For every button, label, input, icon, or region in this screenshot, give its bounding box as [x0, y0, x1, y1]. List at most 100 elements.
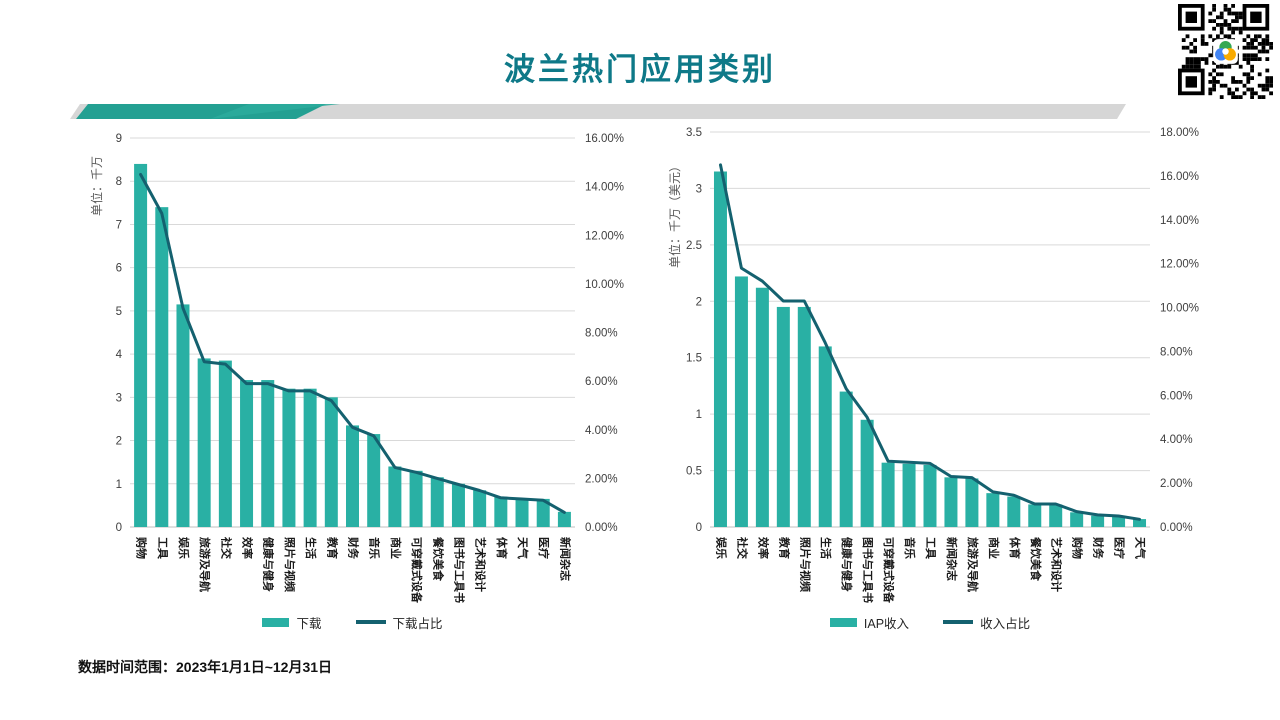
qr-module	[1223, 23, 1228, 27]
qr-module	[1204, 57, 1209, 61]
bars-group	[134, 163, 571, 527]
qr-module	[1219, 11, 1224, 16]
qr-module	[1223, 19, 1228, 23]
bar	[261, 380, 275, 527]
category-label: 社交	[735, 536, 749, 559]
category-label: 体育	[1008, 537, 1022, 559]
qr-module	[1261, 38, 1266, 42]
category-label: 医疗	[537, 537, 551, 559]
qr-module	[1254, 38, 1258, 42]
bar	[346, 425, 359, 527]
bar	[1007, 496, 1021, 527]
bar	[1028, 504, 1042, 527]
bar	[515, 498, 529, 527]
category-label: 医疗	[1113, 537, 1127, 559]
right-axis-tick-label: 10.00%	[1160, 303, 1199, 315]
qr-module	[1231, 91, 1235, 96]
qr-module	[1235, 19, 1239, 23]
qr-module	[1246, 76, 1251, 80]
qr-module	[1227, 26, 1232, 31]
bar-swatch-icon	[262, 617, 290, 627]
legend-label: IAP收入	[863, 616, 910, 631]
category-label: 工具	[924, 537, 937, 559]
right-axis-tick-label: 14.00%	[1160, 215, 1199, 227]
qr-module	[1238, 80, 1243, 84]
qr-module	[1216, 80, 1220, 84]
qr-module	[1235, 26, 1239, 31]
qr-module	[1231, 19, 1235, 23]
qr-module	[1261, 42, 1266, 46]
qr-module	[1242, 57, 1247, 61]
qr-module	[1212, 76, 1216, 80]
bar	[1091, 515, 1105, 527]
qr-module	[1242, 83, 1247, 88]
qr-module	[1189, 57, 1194, 61]
qr-module	[1216, 64, 1220, 69]
qr-module	[1235, 15, 1239, 20]
qr-module	[1204, 61, 1209, 65]
title-underline-bar	[70, 104, 1126, 119]
category-label: 购物	[135, 537, 149, 559]
category-label: 商业	[987, 537, 1001, 559]
qr-module	[1189, 61, 1194, 65]
bar	[197, 358, 211, 527]
qr-module	[1238, 26, 1243, 31]
bar	[176, 304, 190, 527]
qr-module	[1235, 80, 1239, 84]
right-axis-tick-label: 8.00%	[585, 328, 618, 340]
bar	[240, 380, 254, 527]
qr-module	[1185, 34, 1190, 39]
left-axis-tick-label: 2	[116, 436, 122, 448]
qr-module	[1238, 30, 1243, 35]
left-axis-tick-label: 4	[116, 349, 123, 361]
right-axis-tick-label: 6.00%	[1160, 390, 1193, 402]
qr-module	[1227, 91, 1232, 96]
qr-module	[1238, 64, 1243, 69]
qr-module	[1257, 34, 1262, 39]
qr-finder	[1185, 11, 1197, 23]
right-axis-tick-label: 14.00%	[585, 182, 624, 194]
qr-finder	[1185, 76, 1197, 88]
downloads-legend: 下载 下载占比	[130, 612, 575, 632]
category-label: 购物	[1071, 537, 1085, 559]
legend-item-download-share: 下载占比	[355, 613, 443, 632]
qr-module	[1246, 42, 1251, 46]
category-label: 餐饮美食	[431, 536, 445, 582]
category-label: 餐饮美食	[1029, 536, 1043, 582]
qr-module	[1208, 91, 1213, 96]
qr-module	[1265, 87, 1270, 92]
qr-module	[1216, 23, 1220, 27]
qr-module	[1238, 11, 1243, 16]
bar	[1049, 504, 1063, 527]
qr-module	[1208, 80, 1213, 84]
qr-module	[1265, 68, 1270, 73]
qr-module	[1227, 11, 1232, 16]
left-axis-tick-label: 0	[116, 522, 122, 534]
qr-module	[1212, 19, 1216, 23]
qr-module	[1235, 87, 1239, 92]
category-label: 天气	[516, 537, 530, 559]
right-axis-tick-label: 10.00%	[585, 279, 624, 291]
category-label: 天气	[1134, 537, 1148, 559]
qr-module	[1189, 64, 1194, 69]
qr-module	[1231, 95, 1235, 99]
category-label: 健康与健身	[840, 537, 854, 592]
qr-module	[1250, 53, 1254, 58]
qr-module	[1212, 38, 1216, 42]
qr-module	[1238, 15, 1243, 20]
qr-module	[1246, 87, 1251, 92]
qr-module	[1265, 49, 1270, 54]
qr-code-image	[1178, 4, 1273, 99]
qr-module	[1250, 95, 1254, 99]
right-axis-tick-label: 4.00%	[1160, 434, 1193, 446]
right-axis-tick-label: 12.00%	[1160, 259, 1199, 271]
qr-module	[1254, 53, 1258, 58]
trend-line	[139, 173, 566, 514]
category-label: 生活	[819, 537, 833, 559]
bar	[451, 483, 465, 527]
category-label: 财务	[1092, 536, 1106, 560]
bar	[473, 490, 487, 527]
qr-module	[1254, 57, 1258, 61]
qr-module	[1261, 49, 1266, 54]
